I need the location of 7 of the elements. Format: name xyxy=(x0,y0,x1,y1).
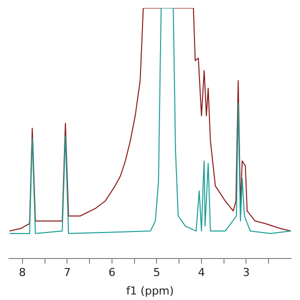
x-tick-label: 3 xyxy=(242,266,250,280)
x-tick-label: 4 xyxy=(198,266,205,280)
x-tick-label: 5 xyxy=(153,266,160,280)
x-tick-label: 8 xyxy=(18,266,26,280)
x-tick-label: 7 xyxy=(64,266,71,280)
x-tick-label: 6 xyxy=(108,266,116,280)
x-axis-title: f1 (ppm) xyxy=(126,284,174,298)
